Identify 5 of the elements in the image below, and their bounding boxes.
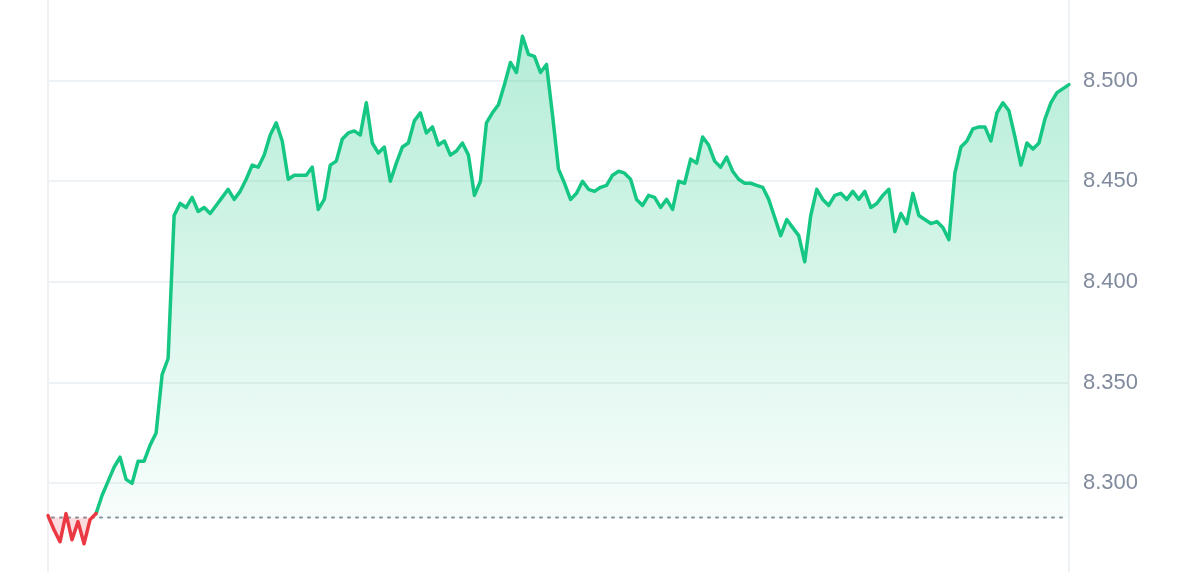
y-tick-label: 8.500 bbox=[1083, 66, 1139, 92]
y-tick-label: 8.350 bbox=[1083, 368, 1139, 394]
y-tick-label: 8.400 bbox=[1083, 268, 1139, 294]
y-tick-label: 8.450 bbox=[1083, 167, 1139, 193]
y-tick-label: 8.300 bbox=[1083, 469, 1139, 495]
